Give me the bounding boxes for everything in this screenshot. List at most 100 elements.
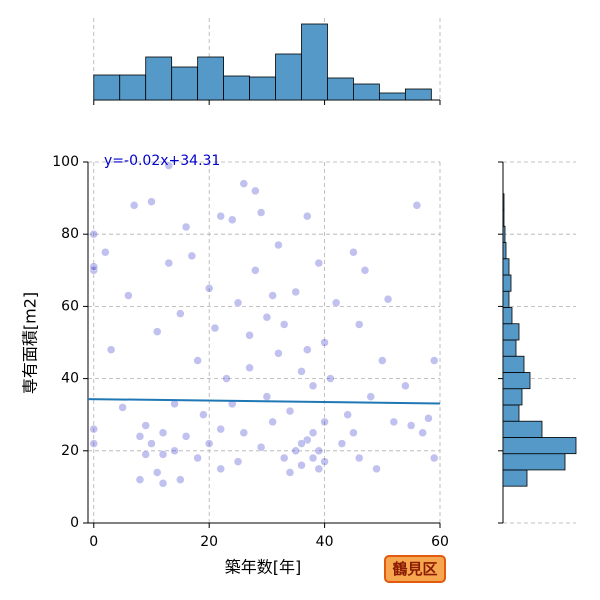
point	[343, 410, 352, 419]
point	[176, 309, 185, 318]
regression-line	[87, 398, 441, 405]
histogram-bar	[353, 83, 380, 101]
y-tick-label: 60	[61, 298, 79, 314]
point	[216, 464, 225, 474]
point	[320, 338, 329, 347]
histogram-bar	[502, 404, 520, 422]
point	[181, 222, 191, 232]
x-tick-label: 60	[431, 534, 449, 550]
histogram-bar	[502, 420, 543, 438]
histogram-bar	[502, 209, 505, 227]
point	[331, 298, 341, 308]
regression-label: y=-0.02x+34.31	[104, 153, 220, 169]
point	[279, 453, 289, 463]
histogram-bar	[223, 75, 250, 101]
y-tick-label: 40	[61, 371, 79, 387]
point	[268, 417, 277, 427]
histogram-bar	[502, 437, 577, 455]
point	[89, 262, 99, 271]
point	[164, 258, 174, 268]
point	[222, 374, 231, 383]
point	[239, 179, 249, 188]
point	[187, 251, 197, 261]
point	[418, 428, 427, 437]
point	[239, 428, 249, 437]
point	[303, 211, 312, 221]
point	[308, 453, 318, 463]
histogram-bar	[502, 274, 512, 292]
y-tick-label: 0	[70, 515, 79, 531]
point	[314, 258, 324, 268]
point	[106, 345, 116, 354]
histogram-bar	[502, 388, 523, 406]
point	[176, 475, 185, 484]
point	[429, 453, 439, 463]
point	[89, 266, 99, 275]
point	[118, 403, 127, 412]
point	[199, 410, 208, 419]
ward-badge: 鶴見区	[384, 555, 446, 583]
point	[274, 240, 283, 250]
point	[320, 417, 329, 427]
point	[412, 201, 422, 210]
x-tick-label: 20	[200, 534, 218, 550]
point	[233, 298, 243, 308]
histogram-bar	[197, 56, 225, 101]
x-tick-label: 0	[89, 534, 98, 550]
point	[383, 294, 393, 304]
histogram-bar	[145, 56, 173, 101]
point	[406, 421, 416, 430]
point	[429, 356, 439, 365]
point	[216, 211, 225, 221]
point	[204, 439, 214, 448]
point	[360, 266, 370, 275]
point	[297, 367, 306, 376]
histogram-bar	[502, 323, 520, 341]
histogram-bar	[275, 53, 302, 101]
x-tick-label: 40	[316, 534, 334, 550]
y-tick-label: 20	[61, 443, 79, 459]
point	[158, 479, 168, 488]
point	[314, 446, 324, 456]
point	[89, 424, 99, 434]
point	[89, 229, 99, 239]
histogram-bar	[502, 339, 517, 357]
point	[291, 287, 300, 297]
point	[297, 460, 306, 470]
point	[372, 464, 381, 474]
histogram-bar	[379, 92, 406, 101]
point	[291, 446, 300, 456]
point	[135, 475, 145, 484]
point	[285, 406, 295, 416]
point	[337, 439, 347, 448]
point	[401, 381, 410, 391]
histogram-bar	[502, 469, 528, 487]
point	[216, 424, 225, 434]
y-tick-label: 80	[61, 226, 79, 242]
point	[158, 450, 168, 459]
point	[181, 432, 191, 441]
point	[297, 439, 306, 448]
point	[256, 442, 266, 452]
point	[308, 428, 318, 437]
point	[164, 161, 174, 170]
histogram-bar	[502, 453, 566, 471]
point	[314, 464, 324, 474]
point	[147, 439, 156, 448]
point	[251, 186, 260, 196]
point	[354, 453, 364, 463]
point	[193, 453, 202, 463]
point	[135, 432, 145, 441]
point	[158, 428, 168, 437]
point	[389, 417, 399, 427]
point	[285, 468, 295, 477]
histogram-bar	[502, 372, 531, 390]
histogram-bar	[502, 193, 505, 211]
point	[326, 374, 335, 383]
point	[262, 312, 272, 322]
histogram-bar	[301, 23, 328, 101]
point	[89, 439, 99, 448]
point	[262, 392, 272, 401]
histogram-bar	[249, 76, 276, 101]
point	[303, 345, 312, 354]
